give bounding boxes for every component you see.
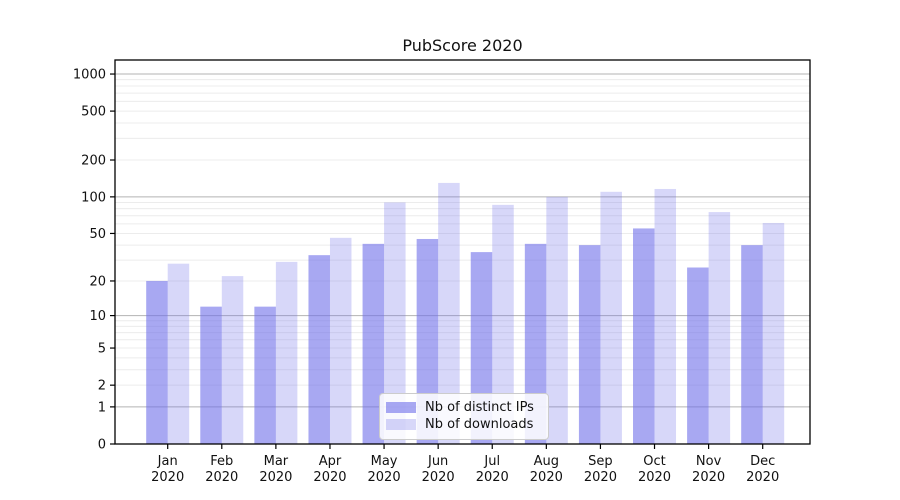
bar-distinct-ips-jun [416,238,439,444]
x-tick-label-month: May [371,454,398,469]
bar-downloads-sep [600,191,622,444]
x-tick-label-month: Jun [427,454,448,469]
legend-swatch-downloads [386,419,416,430]
chart-title: PubScore 2020 [402,36,523,55]
bar-downloads-oct [654,188,677,444]
x-tick-label-month: Oct [643,454,665,469]
legend-item-distinct-ips: Nb of distinct IPs [386,399,539,416]
bar-downloads-may [384,202,406,444]
bar-distinct-ips-apr [308,255,330,444]
legend-swatch-distinct-ips [386,402,416,413]
bar-distinct-ips-mar [254,306,276,444]
x-tick-label-year: 2020 [151,470,184,485]
x-tick-label-year: 2020 [476,470,509,485]
x-tick-label-month: Aug [534,454,559,469]
y-tick-label: 10 [89,309,106,324]
bar-distinct-ips-sep [578,245,601,444]
y-tick-label: 50 [89,227,106,242]
bar-downloads-jan [167,263,190,444]
x-tick-label-month: Mar [264,454,289,469]
x-tick-label-month: Jan [157,454,178,469]
y-tick-label: 5 [98,342,106,357]
y-tick-label: 200 [81,154,106,169]
bar-downloads-dec [762,222,785,444]
bar-downloads-feb [221,276,244,444]
x-tick-label-year: 2020 [259,470,292,485]
y-tick-label: 100 [81,190,106,205]
y-tick-label: 20 [89,274,106,289]
x-tick-label-year: 2020 [313,470,346,485]
x-tick-label-year: 2020 [692,470,725,485]
legend: Nb of distinct IPs Nb of downloads [379,393,549,440]
y-tick-label: 1000 [73,68,106,83]
y-tick-label: 0 [98,438,106,453]
x-tick-label-year: 2020 [584,470,617,485]
x-tick-label-month: Sep [588,454,613,469]
bar-downloads-nov [708,212,731,444]
bar-distinct-ips-dec [741,245,763,444]
bar-distinct-ips-feb [200,306,222,444]
bar-distinct-ips-may [362,243,385,444]
legend-item-downloads: Nb of downloads [386,416,539,433]
y-tick-label: 1 [98,400,106,415]
bar-distinct-ips-jan [146,280,168,444]
x-tick-label-month: Dec [750,454,775,469]
x-tick-label-month: Apr [319,454,342,469]
y-tick-label: 500 [81,105,106,120]
bar-downloads-mar [275,261,298,444]
bar-downloads-jul [492,204,514,444]
legend-label-distinct-ips: Nb of distinct IPs [425,400,534,415]
x-tick-label-month: Jul [483,454,500,469]
bar-downloads-apr [329,237,352,444]
x-tick-label-year: 2020 [746,470,779,485]
x-tick-label-year: 2020 [205,470,238,485]
bar-downloads-aug [546,196,568,444]
bar-distinct-ips-nov [687,267,709,444]
x-tick-label-year: 2020 [422,470,455,485]
x-tick-label-month: Feb [210,454,233,469]
y-tick-label: 2 [98,379,106,394]
legend-label-downloads: Nb of downloads [425,417,534,432]
x-tick-label-year: 2020 [368,470,401,485]
plot-frame [114,59,811,445]
x-tick-label-month: Nov [696,454,722,469]
x-tick-label-year: 2020 [530,470,563,485]
bar-downloads-jun [438,182,460,445]
bar-distinct-ips-oct [633,228,655,444]
x-tick-label-year: 2020 [638,470,671,485]
